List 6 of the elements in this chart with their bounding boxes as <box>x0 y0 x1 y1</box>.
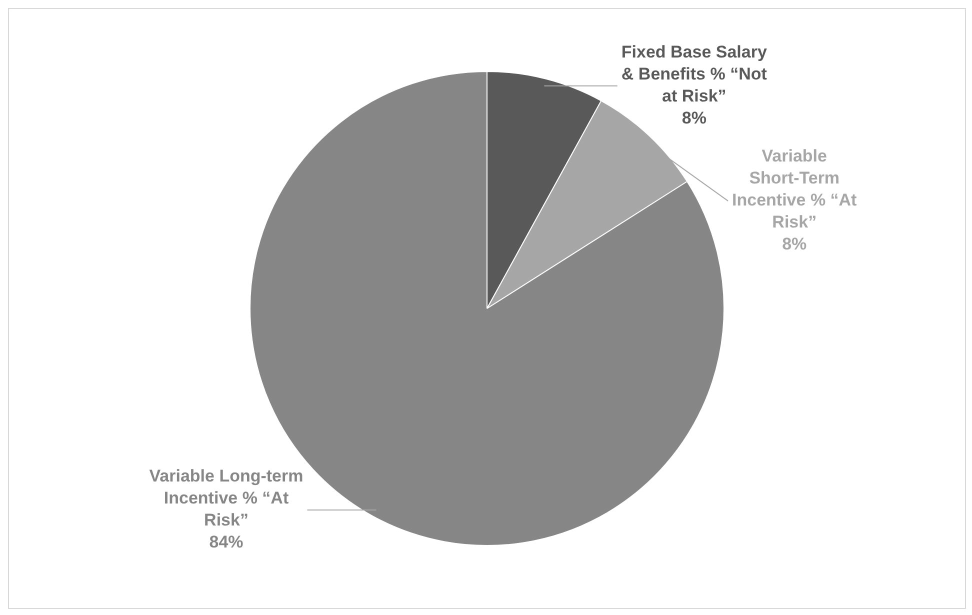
slice-label: Fixed Base Salary & Benefits % “Not at Risk” <box>621 42 768 106</box>
data-label: 8% <box>782 234 807 254</box>
data-label: 84% <box>209 532 244 552</box>
slice-label: Variable Short-Term Incentive % “At Risk” <box>732 146 858 232</box>
data-label: 8% <box>682 108 706 128</box>
slice-label: Variable Long-term Incentive % “At Risk” <box>149 466 304 530</box>
